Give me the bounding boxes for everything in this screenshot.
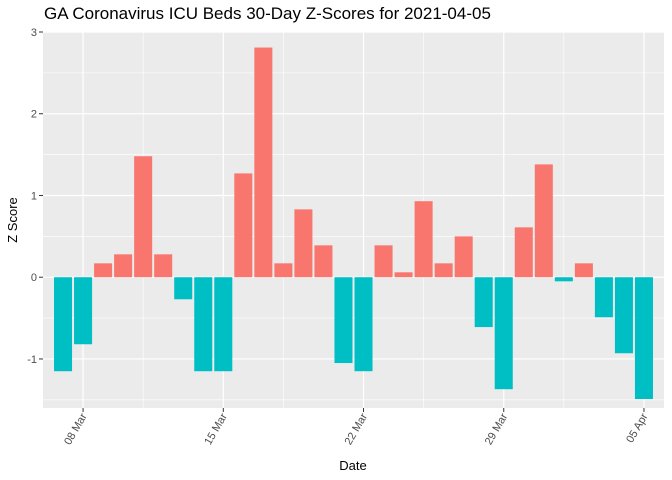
bar: [194, 277, 213, 372]
bar: [394, 272, 413, 278]
bar: [314, 245, 333, 278]
bar: [134, 156, 153, 278]
y-axis-title: Z Score: [5, 197, 20, 243]
bar: [274, 263, 293, 278]
bar: [634, 277, 653, 400]
bar: [294, 209, 313, 278]
y-tick-label: 0: [31, 272, 37, 284]
bar: [214, 277, 233, 372]
bar: [174, 277, 193, 300]
bar: [514, 227, 533, 278]
bar: [334, 277, 353, 364]
bar: [574, 263, 593, 278]
bar: [74, 277, 93, 345]
y-axis: -1 0 1 2 3: [27, 27, 43, 366]
bar: [254, 47, 273, 278]
x-tick-label: 15 Mar: [202, 411, 230, 447]
bar: [594, 277, 613, 318]
bars: [54, 47, 653, 400]
bar: [154, 254, 173, 278]
y-tick-label: 1: [31, 190, 37, 202]
x-tick-label: 22 Mar: [343, 411, 371, 447]
bar: [554, 277, 573, 282]
bar: [474, 277, 493, 328]
y-tick-label: -1: [27, 354, 37, 366]
x-axis: 08 Mar 15 Mar 22 Mar 29 Mar 05 Apr: [62, 408, 651, 447]
bar: [614, 277, 633, 354]
x-tick-label: 29 Mar: [483, 411, 511, 447]
bar: [454, 236, 473, 278]
bar: [494, 277, 513, 390]
bar: [434, 263, 453, 278]
bar: [94, 263, 113, 278]
x-tick-label: 08 Mar: [62, 411, 90, 447]
bar: [114, 254, 133, 278]
bar: [374, 245, 393, 278]
x-tick-label: 05 Apr: [624, 411, 650, 445]
bar: [354, 277, 373, 372]
x-axis-title: Date: [339, 458, 366, 473]
bar: [54, 277, 73, 372]
bar: [534, 164, 553, 278]
bar: [234, 173, 253, 278]
bar: [414, 201, 433, 278]
y-tick-label: 2: [31, 109, 37, 121]
chart-title: GA Coronavirus ICU Beds 30-Day Z-Scores …: [44, 4, 491, 23]
y-tick-label: 3: [31, 27, 37, 39]
